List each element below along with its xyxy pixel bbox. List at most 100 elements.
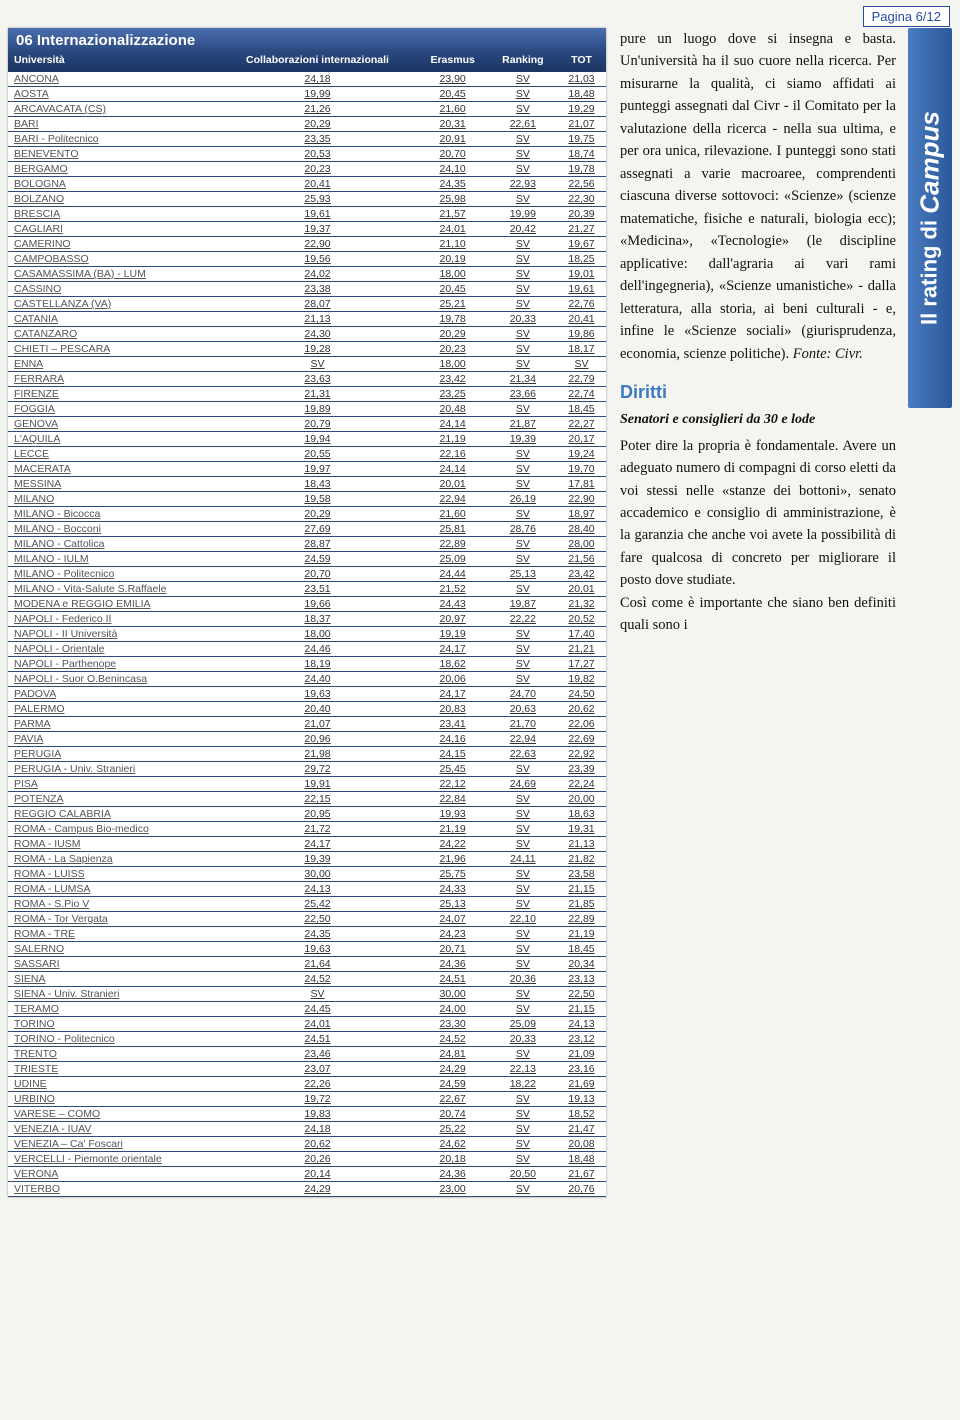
cell-university: VERONA [8,1167,218,1182]
cell-university: ROMA - Campus Bio-medico [8,822,218,837]
cell-value: 20,33 [489,1032,557,1047]
cell-university: TERAMO [8,1002,218,1017]
cell-university: CHIETI – PESCARA [8,342,218,357]
col-collaborazioni: Collaborazioni internazionali [218,51,416,72]
table-row: URBINO19,7222,67SV19,13 [8,1092,606,1107]
cell-value: 21,15 [557,1002,606,1017]
cell-value: 24,01 [218,1017,416,1032]
cell-university: MILANO - Bocconi [8,522,218,537]
cell-university: CASSINO [8,282,218,297]
cell-value: 20,06 [417,672,489,687]
cell-value: 21,09 [557,1047,606,1062]
cell-university: ROMA - Tor Vergata [8,912,218,927]
cell-value: 18,25 [557,252,606,267]
cell-value: 21,85 [557,897,606,912]
cell-value: 21,07 [557,117,606,132]
cell-university: REGGIO CALABRIA [8,807,218,822]
cell-university: L'AQUILA [8,432,218,447]
table-row: TORINO24,0123,3025,0924,13 [8,1017,606,1032]
cell-value: 22,24 [557,777,606,792]
cell-value: SV [489,672,557,687]
cell-university: MODENA e REGGIO EMILIA [8,597,218,612]
cell-university: ENNA [8,357,218,372]
cell-value: SV [489,927,557,942]
cell-value: 25,81 [417,522,489,537]
cell-university: ROMA - S.Pio V [8,897,218,912]
cell-university: TORINO [8,1017,218,1032]
cell-value: 22,74 [557,387,606,402]
table-header-row: Università Collaborazioni internazionali… [8,51,606,72]
cell-value: 24,50 [557,687,606,702]
cell-value: 28,76 [489,522,557,537]
cell-value: 24,45 [218,1002,416,1017]
cell-value: SV [489,357,557,372]
cell-value: 23,46 [218,1047,416,1062]
cell-value: 20,76 [557,1182,606,1197]
cell-value: 23,63 [218,372,416,387]
table-row: CASSINO23,3820,45SV19,61 [8,282,606,297]
cell-value: 20,71 [417,942,489,957]
cell-value: 18,63 [557,807,606,822]
article-para-2: Poter dire la propria è fondamentale. Av… [620,435,896,592]
cell-value: 24,29 [417,1062,489,1077]
table-container: 06 Internazionalizzazione Università Col… [8,28,606,1197]
internazionalizzazione-table: 06 Internazionalizzazione Università Col… [8,28,606,1197]
cell-value: 24,51 [218,1032,416,1047]
cell-value: SV [489,402,557,417]
cell-value: 24,43 [417,597,489,612]
cell-value: SV [489,1002,557,1017]
table-row: BENEVENTO20,5320,70SV18,74 [8,147,606,162]
table-row: SALERNO19,6320,71SV18,45 [8,942,606,957]
cell-value: 20,79 [218,417,416,432]
cell-value: 22,76 [557,297,606,312]
cell-university: SIENA [8,972,218,987]
table-row: ROMA - TRE24,3524,23SV21,19 [8,927,606,942]
cell-value: 19,70 [557,462,606,477]
cell-value: 22,90 [218,237,416,252]
cell-value: 24,35 [417,177,489,192]
rating-banner: Il rating di Campus [908,28,952,408]
cell-value: 21,34 [489,372,557,387]
cell-university: TRIESTE [8,1062,218,1077]
cell-value: 24,36 [417,1167,489,1182]
cell-university: FERRARA [8,372,218,387]
cell-value: 20,23 [218,162,416,177]
cell-university: LECCE [8,447,218,462]
cell-value: 20,42 [489,222,557,237]
table-row: VENEZIA - IUAV24,1825,22SV21,47 [8,1122,606,1137]
table-row: ARCAVACATA (CS)21,2621,60SV19,29 [8,102,606,117]
cell-value: SV [489,1182,557,1197]
cell-value: 19,39 [218,852,416,867]
cell-university: URBINO [8,1092,218,1107]
cell-value: 19,97 [218,462,416,477]
table-row: FERRARA23,6323,4221,3422,79 [8,372,606,387]
cell-value: 22,92 [557,747,606,762]
cell-value: 25,75 [417,867,489,882]
cell-value: 18,52 [557,1107,606,1122]
cell-value: 18,48 [557,1152,606,1167]
table-row: FIRENZE21,3123,2523,6622,74 [8,387,606,402]
cell-value: 20,39 [557,207,606,222]
cell-value: SV [489,252,557,267]
cell-value: 24,33 [417,882,489,897]
cell-university: GENOVA [8,417,218,432]
article-para-3: Così come è importante che siano ben def… [620,592,896,637]
cell-value: SV [489,942,557,957]
cell-value: SV [489,822,557,837]
table-row: PERUGIA21,9824,1522,6322,92 [8,747,606,762]
cell-value: 20,36 [489,972,557,987]
cell-value: 19,67 [557,237,606,252]
cell-value: 24,00 [417,1002,489,1017]
cell-value: 24,23 [417,927,489,942]
cell-value: 20,83 [417,702,489,717]
cell-value: 24,01 [417,222,489,237]
cell-value: 20,29 [218,507,416,522]
cell-value: 21,82 [557,852,606,867]
col-ranking: Ranking [489,51,557,72]
table-row: SIENA - Univ. StranieriSV30,00SV22,50 [8,987,606,1002]
cell-value: SV [489,72,557,87]
table-row: PERUGIA - Univ. Stranieri29,7225,45SV23,… [8,762,606,777]
cell-value: 22,79 [557,372,606,387]
table-row: MILANO - Bocconi27,6925,8128,7628,40 [8,522,606,537]
table-row: L'AQUILA19,9421,1919,3920,17 [8,432,606,447]
